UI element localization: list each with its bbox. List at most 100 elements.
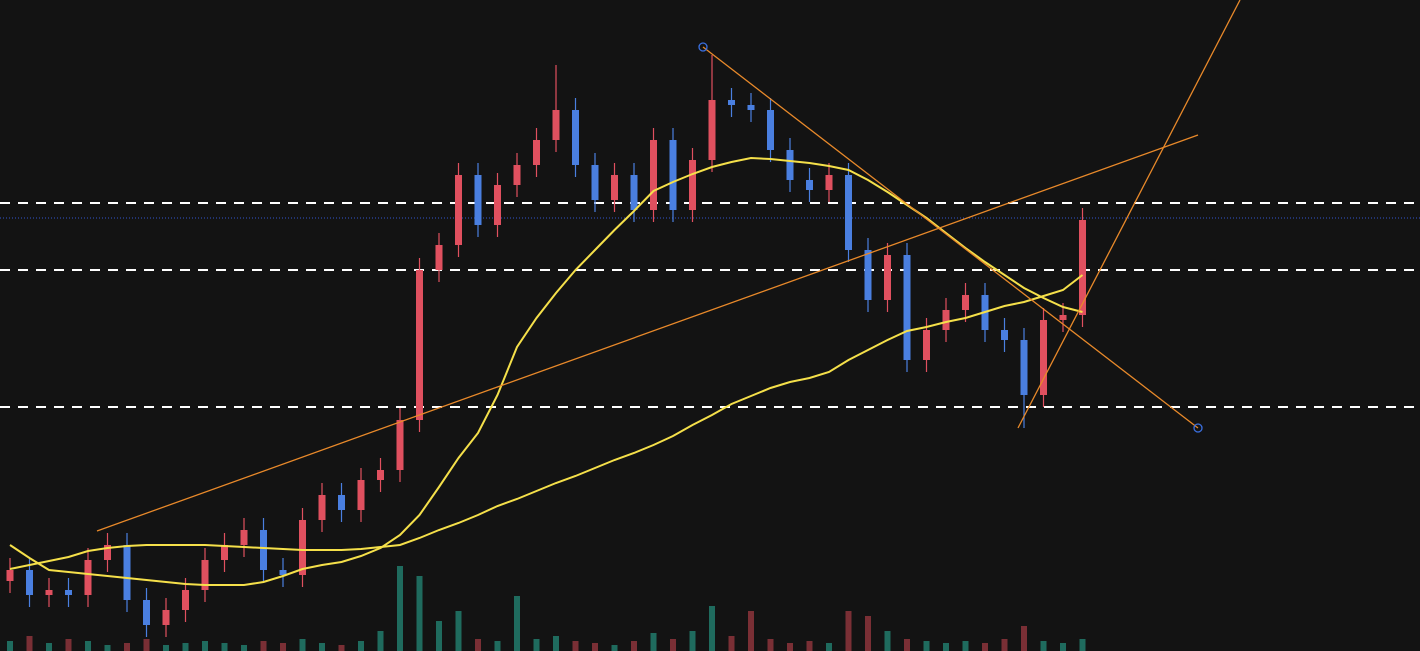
candle-body (1059, 315, 1067, 320)
volume-bar (65, 639, 72, 651)
volume-bar (962, 641, 969, 651)
candle-body (279, 570, 287, 575)
candle-body (45, 590, 53, 595)
volume-bar (787, 643, 793, 651)
candle-body (435, 245, 443, 270)
volume-bar (728, 636, 735, 651)
candles-layer (6, 55, 1086, 637)
volume-bar (358, 641, 364, 651)
candle-body (923, 330, 930, 360)
candle-body (1001, 330, 1008, 340)
candle-body (6, 570, 14, 581)
candle-body (767, 110, 774, 150)
anchor-point (698, 42, 708, 52)
candle-body (806, 180, 813, 190)
volume-bar (806, 641, 813, 651)
volume-bar (865, 616, 871, 651)
volume-bar (338, 645, 345, 651)
volume-bar (436, 621, 442, 651)
candle-body (747, 105, 755, 110)
candle-body (201, 560, 209, 590)
ma-layer (9, 156, 1084, 586)
candle-body (26, 570, 33, 595)
volume-bar (748, 611, 754, 651)
volume-bar (553, 636, 559, 651)
candle-body (104, 545, 111, 560)
volume-bar (163, 645, 169, 651)
volume-bar (943, 643, 949, 651)
volume-bar (845, 611, 852, 651)
candle-body (1079, 220, 1086, 315)
candle-body (591, 165, 599, 200)
volume-bar (455, 611, 462, 651)
volume-bar (884, 631, 891, 651)
volume-bar (611, 645, 618, 651)
candle-body (416, 270, 423, 420)
trend-line (702, 46, 1199, 429)
candle-body (689, 160, 696, 210)
volume-bar (592, 643, 598, 651)
levels-layer (0, 202, 1420, 408)
volume-bar (202, 641, 208, 651)
candle-body (825, 175, 833, 190)
volume-bar (143, 639, 150, 651)
candle-body (552, 110, 560, 140)
volume-bar (904, 639, 910, 651)
volume-bar (124, 643, 130, 651)
volume-bar (650, 633, 657, 651)
volume-bar (26, 636, 33, 651)
candle-body (864, 250, 872, 300)
candle-body (786, 150, 794, 180)
volume-bar (85, 641, 91, 651)
volume-bar (767, 639, 774, 651)
volume-bar (826, 643, 832, 651)
candle-body (474, 175, 482, 225)
volume-bar (260, 641, 267, 651)
candle-body (728, 100, 735, 105)
candle-body (572, 110, 579, 165)
candle-body (123, 545, 131, 600)
volume-bar (533, 639, 540, 651)
volume-bar (319, 643, 325, 651)
trend-line (96, 134, 1199, 532)
candle-body (240, 530, 248, 545)
volume-bar (1040, 641, 1047, 651)
candle-body (962, 295, 969, 310)
volume-bar (670, 639, 676, 651)
candle-body (903, 255, 911, 360)
candle-body (318, 495, 326, 520)
candle-body (143, 600, 150, 625)
candle-body (182, 590, 189, 610)
moving-average (9, 156, 1083, 586)
volume-bar (182, 643, 189, 651)
volume-bar (689, 631, 696, 651)
volume-bar (1021, 626, 1027, 651)
candle-body (942, 310, 950, 330)
candle-body (884, 255, 891, 300)
volume-layer (7, 566, 1086, 651)
volume-bar (475, 639, 481, 651)
moving-average (9, 274, 1084, 570)
volume-bar (709, 606, 715, 651)
candle-body (1020, 340, 1028, 395)
volume-bar (572, 641, 579, 651)
candle-body (513, 165, 521, 185)
candle-body (455, 175, 462, 245)
candle-body (84, 560, 92, 595)
candle-body (611, 175, 618, 200)
volume-bar (221, 643, 228, 651)
candle-body (650, 140, 657, 210)
candle-body (533, 140, 540, 165)
candle-body (357, 480, 365, 510)
candle-body (494, 185, 501, 225)
volume-bar (377, 631, 384, 651)
volume-bar (631, 641, 637, 651)
trend-line (1017, 0, 1241, 429)
candle-body (338, 495, 345, 510)
volume-bar (299, 639, 306, 651)
volume-bar (416, 576, 423, 651)
volume-bar (982, 643, 988, 651)
volume-bar (241, 645, 247, 651)
drawings (96, 0, 1241, 532)
